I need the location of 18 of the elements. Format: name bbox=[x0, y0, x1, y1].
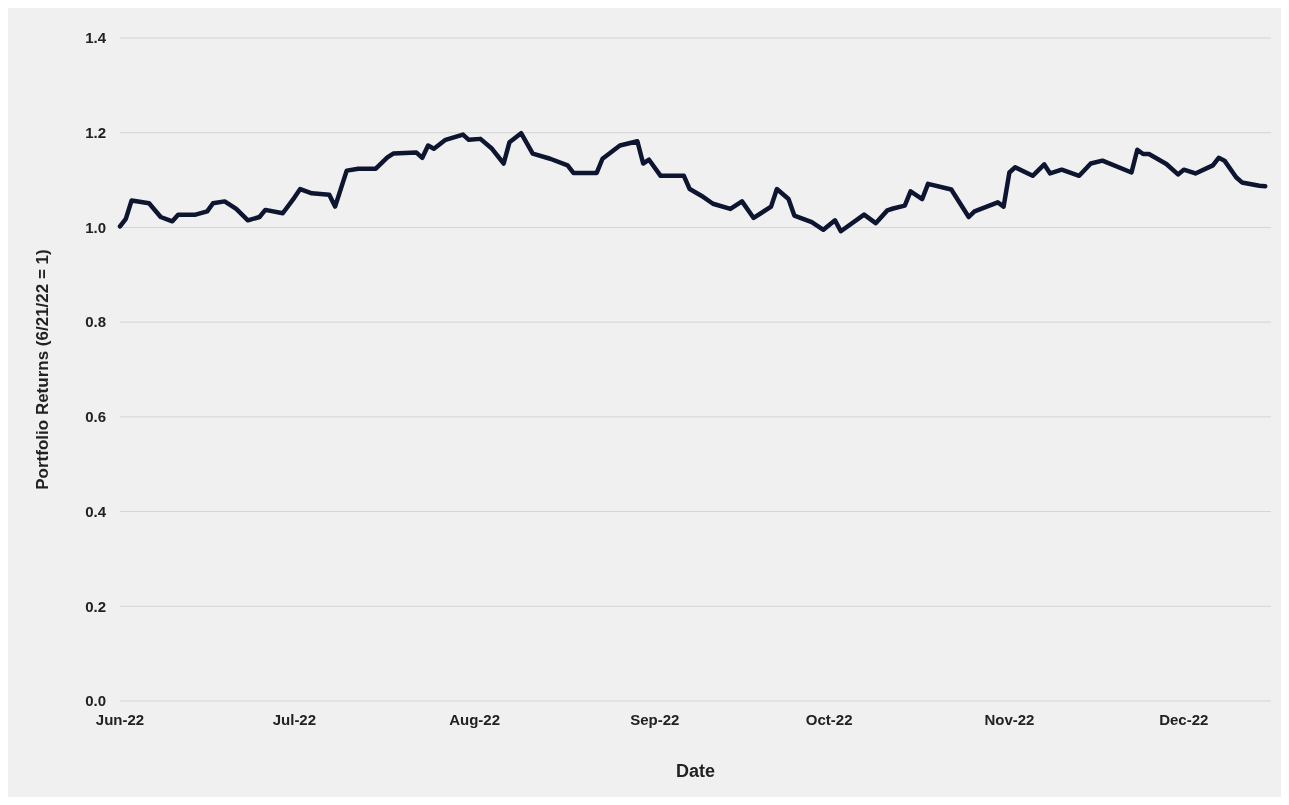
y-tick-label: 1.0 bbox=[85, 218, 106, 236]
y-tick-label: 0.0 bbox=[85, 692, 106, 710]
x-tick-label: Jun-22 bbox=[95, 711, 145, 728]
x-tick-label: Dec-22 bbox=[1159, 711, 1209, 728]
x-axis-title: Date bbox=[675, 761, 716, 781]
x-tick-label: Nov-22 bbox=[984, 711, 1035, 728]
line-series bbox=[117, 130, 1268, 234]
y-tick-label: 0.8 bbox=[85, 313, 106, 331]
y-tick-label: 0.4 bbox=[85, 502, 107, 520]
y-tick-label: 1.2 bbox=[85, 123, 106, 141]
y-axis-title: Portfolio Returns (6/21/22 = 1) bbox=[33, 249, 52, 490]
y-tick-label: 0.2 bbox=[85, 597, 106, 615]
x-tick-label: Sep-22 bbox=[630, 711, 680, 728]
y-tick-label: 1.4 bbox=[85, 29, 107, 47]
x-tick-label: Oct-22 bbox=[805, 711, 853, 728]
x-tick-label: Aug-22 bbox=[449, 711, 501, 728]
y-tick-label: 0.6 bbox=[85, 408, 106, 426]
x-tick-label: Jul-22 bbox=[272, 711, 317, 728]
